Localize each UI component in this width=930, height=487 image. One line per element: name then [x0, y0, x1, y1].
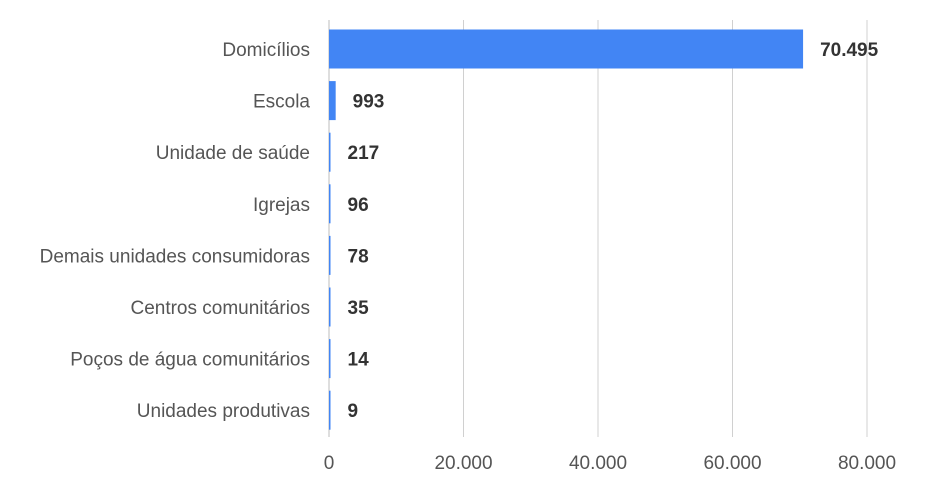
category-label: Igrejas	[253, 195, 310, 216]
value-label: 35	[348, 298, 370, 319]
bar	[329, 81, 336, 121]
x-tick-label: 60.000	[703, 453, 761, 474]
x-tick-label: 20.000	[434, 453, 492, 474]
value-label: 14	[348, 350, 370, 371]
gridlines	[328, 20, 868, 437]
bars	[329, 29, 804, 430]
bar	[329, 235, 331, 275]
bar	[329, 29, 804, 69]
value-label: 9	[348, 401, 359, 422]
value-label: 96	[348, 195, 369, 216]
value-labels: 70.495 993 217 96 78 35 14 9	[348, 40, 879, 422]
category-label: Domicílios	[222, 40, 310, 61]
bar	[329, 132, 331, 172]
category-label: Unidades produtivas	[137, 401, 310, 422]
category-labels: Domicílios Escola Unidade de saúde Igrejas D…	[40, 40, 311, 422]
value-label: 70.495	[820, 40, 879, 61]
bar	[329, 287, 331, 327]
bar	[329, 339, 331, 379]
category-label: Demais unidades consumidoras	[40, 246, 310, 267]
bar	[329, 184, 331, 224]
category-label: Centros comunitários	[130, 298, 310, 319]
bar	[329, 390, 331, 430]
x-axis-ticks: 0 20.000 40.000 60.000 80.000	[324, 453, 896, 474]
x-tick-label: 0	[324, 453, 335, 474]
value-label: 217	[348, 143, 380, 164]
x-tick-label: 40.000	[569, 453, 627, 474]
value-label: 78	[348, 246, 369, 267]
x-tick-label: 80.000	[838, 453, 896, 474]
value-label: 993	[353, 92, 385, 113]
category-label: Escola	[253, 92, 310, 113]
category-label: Poços de água comunitários	[70, 350, 310, 371]
category-label: Unidade de saúde	[156, 143, 310, 164]
